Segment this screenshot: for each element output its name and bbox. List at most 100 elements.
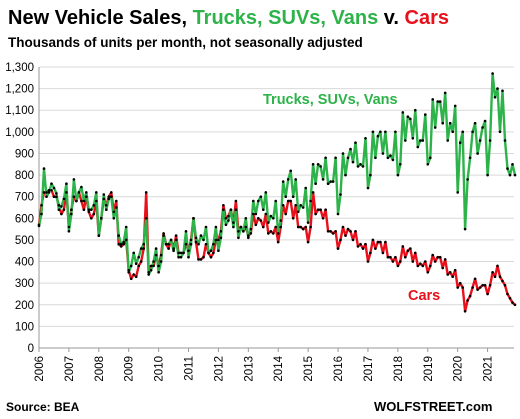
trucks-point	[119, 242, 123, 246]
trucks-point	[416, 145, 420, 149]
y-tick-label: 500	[15, 235, 34, 247]
trucks-point	[374, 156, 377, 160]
cars-point	[446, 273, 450, 276]
trucks-line	[37, 72, 517, 276]
cars-point	[177, 251, 180, 255]
trucks-point	[431, 98, 435, 101]
trucks-point	[491, 72, 494, 75]
trucks-point	[100, 217, 103, 220]
trucks-point	[232, 225, 235, 229]
trucks-point	[371, 130, 375, 134]
x-tick-label: 2018	[393, 356, 405, 382]
trucks-point	[321, 178, 325, 181]
x-tick-label: 2020	[453, 356, 465, 382]
trucks-point	[57, 208, 61, 211]
x-tick-label: 2008	[94, 356, 106, 382]
trucks-point	[107, 197, 111, 201]
trucks-point	[481, 126, 484, 129]
cars-point	[147, 271, 150, 274]
x-tick-label: 2016	[333, 356, 345, 382]
cars-point	[359, 242, 362, 246]
cars-point	[189, 238, 193, 242]
x-tick-label: 2012	[213, 356, 225, 382]
trucks-point	[456, 191, 460, 194]
cars-point	[421, 264, 425, 268]
cars-point	[72, 195, 76, 198]
cars-point	[291, 217, 295, 220]
cars-point	[254, 223, 258, 227]
trucks-point	[289, 169, 293, 173]
cars-point	[468, 294, 472, 298]
cars-point	[311, 191, 315, 194]
trucks-point	[162, 234, 165, 237]
trucks-point	[299, 204, 303, 207]
cars-point	[289, 199, 293, 203]
trucks-point	[244, 217, 248, 220]
cars-point	[272, 232, 275, 235]
trucks-point	[281, 180, 285, 183]
trucks-point	[503, 139, 507, 142]
trucks-point	[304, 186, 308, 190]
cars-point	[247, 234, 250, 237]
cars-point	[419, 262, 422, 266]
trucks-point	[433, 126, 437, 129]
cars-point	[60, 212, 63, 216]
trucks-point	[239, 225, 243, 229]
cars-point	[331, 232, 335, 235]
trucks-point	[376, 134, 380, 138]
trucks-point	[222, 208, 225, 211]
cars-point	[369, 251, 372, 255]
trucks-point	[463, 227, 467, 231]
trucks-point	[85, 191, 88, 194]
cars-point	[152, 264, 155, 268]
x-tick-label: 2019	[423, 356, 435, 382]
cars-point	[187, 249, 190, 252]
cars-point	[374, 247, 377, 250]
trucks-point	[314, 182, 317, 185]
cars-point	[324, 208, 327, 211]
cars-point	[451, 275, 455, 279]
trucks-point	[184, 230, 188, 233]
cars-point	[354, 230, 357, 233]
cars-point	[301, 227, 305, 231]
cars-point	[142, 247, 145, 250]
trucks-point	[409, 117, 412, 121]
cars-point	[50, 188, 53, 192]
cars-point	[436, 255, 440, 259]
cars-point	[511, 301, 514, 304]
cars-point	[129, 277, 133, 281]
trucks-point	[214, 225, 218, 229]
cars-point	[381, 251, 385, 255]
cars-point	[319, 208, 322, 211]
chart-subtitle: Thousands of units per month, not season…	[8, 35, 363, 50]
cars-point	[67, 225, 71, 229]
cars-point	[376, 240, 380, 244]
cars-point	[214, 238, 218, 242]
trucks-point	[75, 199, 78, 203]
cars-point	[429, 264, 432, 268]
cars-point	[493, 275, 497, 279]
cars-point	[466, 299, 469, 302]
trucks-point	[264, 191, 268, 194]
cars-point	[70, 208, 73, 211]
trucks-point	[486, 173, 489, 177]
trucks-point	[169, 238, 173, 242]
cars-point	[234, 199, 238, 203]
x-tick-label: 2009	[124, 356, 136, 382]
x-tick-label: 2011	[184, 356, 196, 381]
cars-point	[162, 232, 165, 235]
cars-point	[286, 199, 290, 203]
trucks-point	[324, 156, 327, 160]
trucks-point	[259, 195, 263, 198]
cars-point	[154, 253, 158, 257]
trucks-point	[351, 160, 355, 164]
y-tick-label: 600	[15, 213, 34, 225]
trucks-point	[117, 234, 120, 237]
cars-point	[159, 253, 163, 257]
trucks-point	[419, 139, 422, 142]
cars-point	[513, 303, 517, 307]
cars-point	[92, 212, 96, 216]
trucks-point	[436, 100, 440, 103]
cars-point	[483, 284, 487, 287]
